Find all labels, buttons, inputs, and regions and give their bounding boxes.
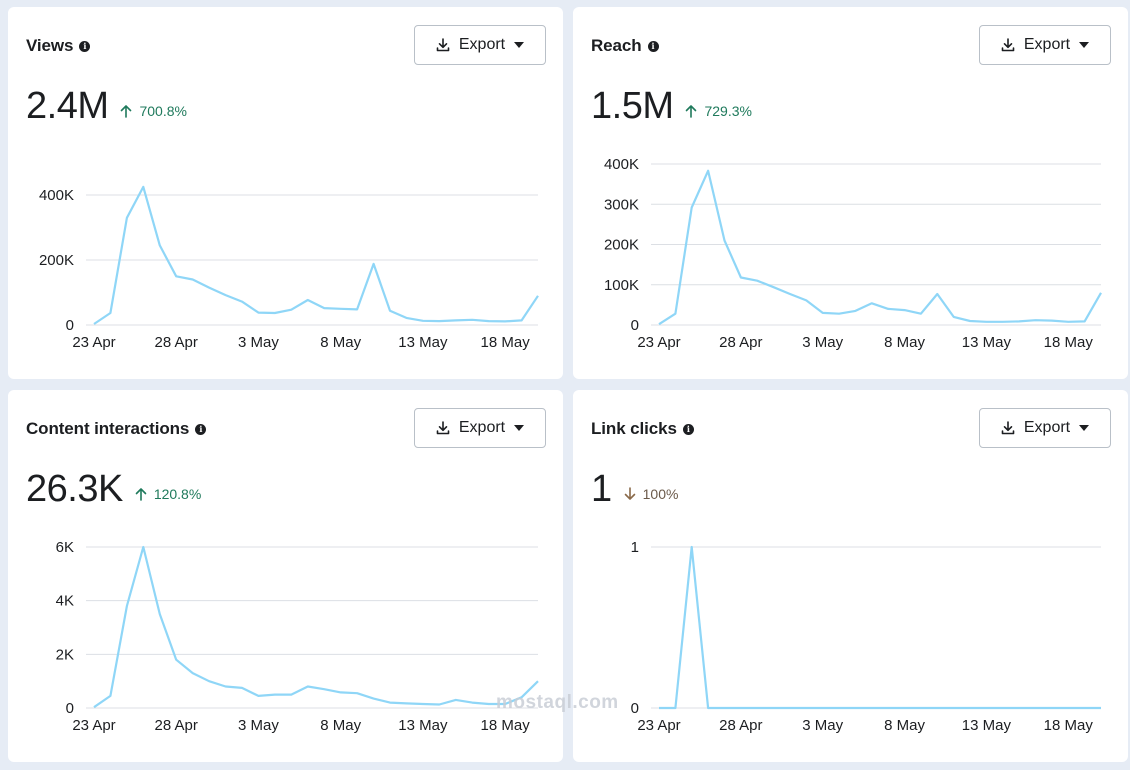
x-tick-label: 23 Apr [637,717,680,734]
card-title: Content interactions i [26,419,207,439]
x-tick-label: 3 May [802,334,843,351]
y-tick-label: 0 [66,700,74,717]
link-clicks-card: Link clicks i Export 1 100% 0 1 23 Apr 28 A… [573,390,1128,762]
card-title: Reach i [591,36,659,56]
y-tick-label: 100K [604,277,639,294]
caret-down-icon [1079,425,1090,431]
x-tick-label: 8 May [884,717,925,734]
export-button[interactable]: Export [414,25,546,65]
metric-change-text: 700.8% [139,103,187,119]
metric-change-text: 100% [642,486,679,502]
caret-down-icon [1079,42,1090,48]
series-line [659,545,1101,710]
link-clicks-chart: 0 1 23 Apr 28 Apr 3 May 8 May 13 May 18 May [631,539,1102,734]
x-tick-label: 23 Apr [72,717,115,734]
arrow-up-icon [135,488,147,501]
series-line [658,169,1102,326]
x-tick-label: 3 May [238,717,279,734]
y-tick-label: 200K [604,237,639,254]
card-title-text: Content interactions [26,419,190,438]
arrow-up-icon [686,105,697,118]
y-tick-label: 6K [56,539,74,556]
y-tick-label: 0 [631,317,639,334]
y-tick-label: 400K [604,156,639,173]
metric-change-text: 729.3% [704,103,752,119]
metric-value: 2.4M [26,85,109,127]
x-tick-label: 23 Apr [637,334,680,351]
download-icon [436,421,450,435]
y-tick-label: 1 [631,539,639,556]
download-icon [436,38,450,52]
content-interactions-card: Content interactions i Export 26.3K 120.… [8,390,563,762]
x-tick-label: 18 May [481,334,531,351]
x-tick-label: 23 Apr [72,334,115,351]
y-tick-label: 400K [39,187,74,204]
metric-change: 120.8% [135,486,201,502]
metric-change: 100% [624,486,679,502]
x-tick-label: 13 May [962,717,1012,734]
x-tick-label: 13 May [398,717,448,734]
metric-value: 26.3K [26,468,123,510]
export-label: Export [1023,419,1071,436]
y-tick-label: 2K [56,646,74,663]
export-button[interactable]: Export [979,25,1111,65]
card-title-text: Link clicks [591,419,677,438]
reach-card: Reach i Export 1.5M 729.3% 0 100K 200K 300K… [573,7,1128,379]
y-tick-label: 200K [39,252,74,269]
series-line [93,185,539,325]
y-tick-label: 300K [604,196,639,213]
x-tick-label: 8 May [320,334,361,351]
x-tick-label: 28 Apr [719,334,762,351]
caret-down-icon [514,425,525,431]
watermark: mostaql.com [496,692,619,713]
metric-change: 700.8% [120,103,187,119]
export-label: Export [458,36,506,53]
metric-change: 729.3% [685,103,752,119]
info-icon[interactable]: i [79,40,91,52]
y-tick-label: 0 [66,317,74,334]
info-icon[interactable]: i [647,40,659,52]
x-tick-label: 13 May [398,334,448,351]
info-icon[interactable]: i [195,423,207,435]
metric: 2.4M 700.8% [26,85,187,128]
views-chart: 0 200K 400K 23 Apr 28 Apr 3 May 8 May 13 May 18 … [39,185,539,351]
export-label: Export [458,419,506,436]
metric: 1 100% [591,468,678,511]
metric-value: 1 [591,468,612,510]
export-label: Export [1023,36,1071,53]
download-icon [1001,38,1015,52]
metric: 26.3K 120.8% [26,468,201,511]
x-tick-label: 13 May [962,334,1012,351]
metric: 1.5M 729.3% [591,85,752,128]
x-tick-label: 28 Apr [155,334,198,351]
download-icon [1001,421,1015,435]
x-tick-label: 3 May [238,334,279,351]
content-interactions-chart: 0 2K 4K 6K 23 Apr 28 Apr 3 May 8 May 13 May 18 Ma… [56,539,539,734]
x-tick-label: 28 Apr [155,717,198,734]
x-tick-label: 28 Apr [719,717,762,734]
arrow-down-icon [624,487,635,500]
y-tick-label: 0 [631,700,639,717]
metric-value: 1.5M [591,85,674,127]
x-tick-label: 18 May [1044,334,1094,351]
export-button[interactable]: Export [979,408,1111,448]
series-line [93,545,539,709]
x-tick-label: 3 May [802,717,843,734]
caret-down-icon [514,42,525,48]
x-tick-label: 18 May [1044,717,1094,734]
info-icon[interactable]: i [682,423,694,435]
x-tick-label: 8 May [320,717,361,734]
y-tick-label: 4K [56,593,74,610]
card-title-text: Reach [591,36,642,55]
export-button[interactable]: Export [414,408,546,448]
card-title: Link clicks i [591,419,694,439]
arrow-up-icon [121,105,132,118]
x-tick-label: 18 May [481,717,531,734]
reach-chart: 0 100K 200K 300K 400K 23 Apr 28 Apr 3 May 8 May 1… [604,156,1102,351]
card-title: Views i [26,36,91,56]
views-card: Views i Export 2.4M 700.8% 0 200K 400K 23 A… [8,7,563,379]
metric-change-text: 120.8% [153,486,202,502]
x-tick-label: 8 May [884,334,925,351]
card-title-text: Views [26,36,74,55]
